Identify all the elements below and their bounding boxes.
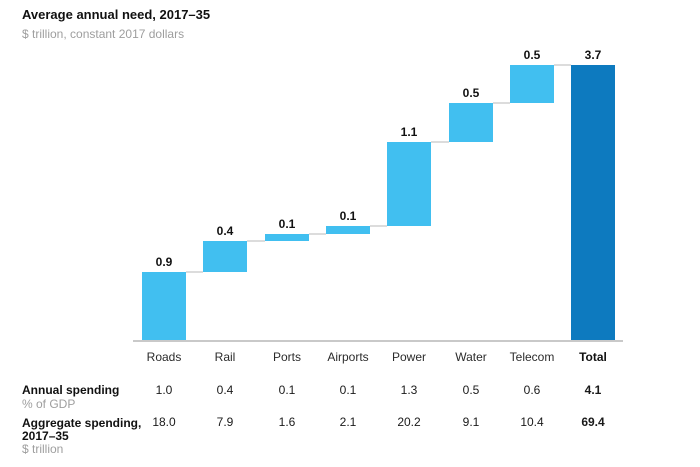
bar-value-label: 0.4 <box>216 224 234 239</box>
table-row-label-annual: Annual spending % of GDP <box>22 384 156 410</box>
table-cell: 0.6 <box>523 383 541 397</box>
table-row-label-aggregate: Aggregate spending, 2017–35 $ trillion <box>22 417 156 456</box>
bar-value-label: 0.9 <box>155 255 173 269</box>
table-cell: 0.1 <box>278 383 296 397</box>
bar-value-label: 3.7 <box>584 48 602 62</box>
category-label-power: Power <box>391 350 426 364</box>
bar-value-label: 1.1 <box>400 124 418 139</box>
table-cell: 1.3 <box>400 383 418 397</box>
x-axis-line <box>133 340 623 342</box>
bar-value-label: 0.1 <box>339 209 357 223</box>
table-cell: 0.1 <box>339 383 357 397</box>
category-label-total: Total <box>579 350 607 364</box>
table-cell: 1.6 <box>278 415 296 429</box>
bar-ports <box>265 233 309 242</box>
bar-telecom <box>510 65 554 104</box>
connector-line <box>370 225 387 227</box>
chart-subtitle: $ trillion, constant 2017 dollars <box>22 27 185 41</box>
table-cell: 1.0 <box>155 383 173 397</box>
category-label-water: Water <box>455 350 487 364</box>
connector-line <box>247 240 265 243</box>
category-label-roads: Roads <box>146 350 182 364</box>
connector-line <box>493 102 510 105</box>
table-cell: 2.1 <box>339 415 357 429</box>
category-label-telecom: Telecom <box>509 350 555 364</box>
table-cell: 4.1 <box>584 383 602 397</box>
connector-line <box>186 271 203 273</box>
table-cell: 18.0 <box>152 415 176 429</box>
chart-title: Average annual need, 2017–35 <box>22 7 211 22</box>
bar-power <box>387 141 431 226</box>
table-cell: 0.5 <box>462 383 480 397</box>
table-cell: 69.4 <box>581 415 605 429</box>
bar-roads <box>142 272 186 341</box>
connector-line <box>554 64 571 66</box>
category-label-rail: Rail <box>214 350 236 364</box>
table-cell: 10.4 <box>520 415 544 429</box>
table-row-unit: % of GDP <box>22 396 76 411</box>
bar-rail <box>203 241 247 272</box>
table-row-title: Annual spending <box>22 383 120 397</box>
bar-airports <box>326 226 370 234</box>
bar-value-label: 0.5 <box>462 86 480 101</box>
bar-value-label: 0.1 <box>278 216 296 231</box>
table-cell: 7.9 <box>216 415 234 429</box>
bar-water <box>449 103 493 142</box>
table-row-title: Aggregate spending, 2017–35 <box>22 416 142 443</box>
category-label-airports: Airports <box>327 350 369 364</box>
table-cell: 9.1 <box>462 415 480 429</box>
table-cell: 0.4 <box>216 383 234 397</box>
table-cell: 20.2 <box>397 415 421 429</box>
bar-value-label: 0.5 <box>523 48 541 62</box>
bar-total <box>571 65 615 341</box>
table-row-unit: $ trillion <box>22 442 64 456</box>
category-label-ports: Ports <box>272 350 301 364</box>
connector-line <box>309 232 326 235</box>
connector-line <box>431 140 449 143</box>
